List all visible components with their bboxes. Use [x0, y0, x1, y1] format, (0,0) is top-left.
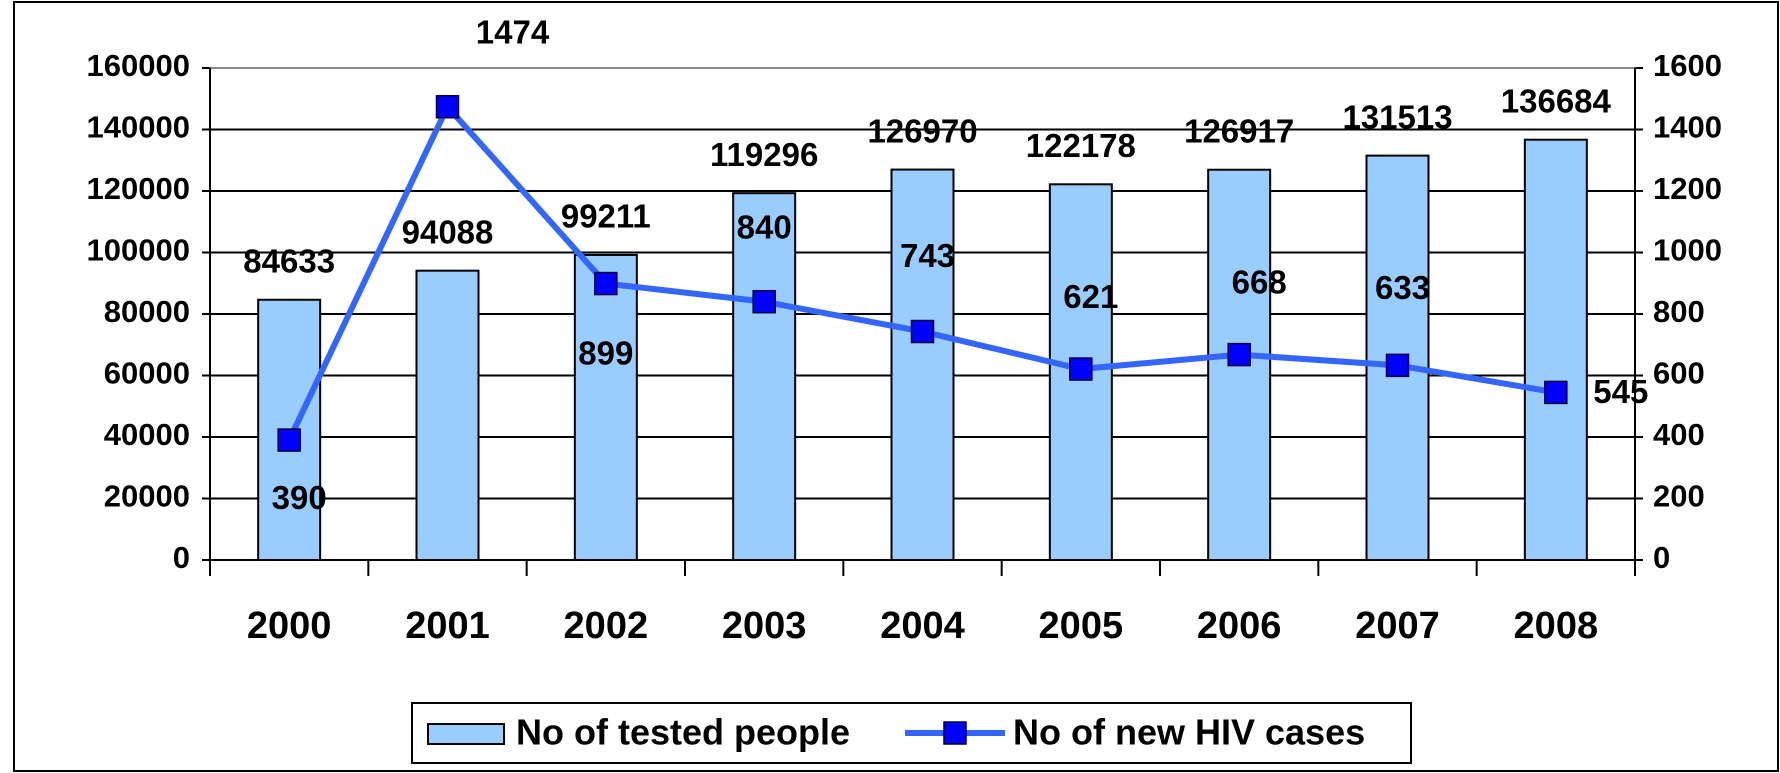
y-tick-label: 160000	[87, 48, 190, 83]
line-marker	[1069, 357, 1093, 381]
bar-value-label: 99211	[561, 198, 651, 235]
y-tick-label: 0	[173, 540, 190, 575]
line-value-label: 840	[737, 208, 792, 245]
bar	[573, 253, 638, 561]
legend-label: No of tested people	[516, 712, 850, 753]
x-tick-label: 2004	[880, 605, 965, 647]
line-value-label: 621	[1063, 278, 1118, 315]
line-marker	[435, 94, 460, 119]
line-value-label: 1474	[476, 13, 550, 50]
bar-value-label: 119296	[710, 136, 818, 173]
y2-tick-label: 1600	[1653, 48, 1722, 83]
line-value-label: 390	[272, 479, 327, 516]
line-value-label: 633	[1375, 269, 1430, 306]
line-marker	[1227, 342, 1251, 367]
bar-value-label: 122178	[1026, 127, 1136, 164]
bar	[890, 168, 955, 561]
y-tick-label: 120000	[87, 171, 190, 206]
line-value-label: 899	[578, 334, 633, 371]
y-tick-label: 80000	[104, 294, 190, 329]
line-value-label: 743	[900, 237, 955, 274]
y-tick-label: 60000	[104, 356, 190, 391]
y2-tick-label: 600	[1653, 356, 1705, 391]
y2-tick-label: 200	[1653, 479, 1705, 514]
x-tick-label: 2005	[1039, 605, 1124, 647]
bar-value-label: 94088	[402, 213, 494, 250]
line-marker	[752, 289, 776, 314]
x-tick-label: 2000	[247, 605, 332, 647]
x-tick-label: 2007	[1355, 605, 1440, 647]
x-tick-label: 2006	[1197, 605, 1282, 647]
bar	[415, 269, 480, 561]
legend-label: No of new HIV cases	[1013, 712, 1365, 753]
line-marker	[910, 319, 935, 344]
x-tick-label: 2002	[564, 605, 649, 647]
y2-tick-label: 0	[1653, 540, 1670, 575]
bar	[732, 192, 797, 561]
x-tick-label: 2008	[1514, 605, 1599, 647]
bar-value-label: 131513	[1342, 98, 1452, 135]
line-marker	[1385, 353, 1410, 378]
bar-value-label: 84633	[243, 242, 335, 279]
bar-value-label: 126917	[1184, 112, 1294, 149]
y-tick-label: 40000	[104, 417, 190, 452]
bar	[1523, 138, 1588, 562]
y2-tick-label: 800	[1653, 294, 1705, 329]
y2-tick-label: 1400	[1653, 110, 1722, 145]
line-marker	[277, 428, 301, 452]
x-tick-label: 2001	[405, 605, 490, 647]
y-tick-label: 100000	[87, 233, 190, 268]
legend-swatch	[427, 723, 505, 745]
y2-tick-label: 1200	[1653, 171, 1722, 206]
y2-tick-label: 1000	[1653, 233, 1722, 268]
line-value-label: 668	[1232, 263, 1287, 300]
y2-tick-label: 400	[1653, 417, 1705, 452]
y-tick-label: 140000	[87, 110, 190, 145]
x-tick-label: 2003	[722, 605, 807, 647]
y-tick-label: 20000	[104, 479, 190, 514]
line-marker	[1544, 380, 1568, 405]
line-value-label: 545	[1593, 373, 1648, 410]
bar-value-label: 136684	[1501, 82, 1612, 119]
legend-marker	[943, 721, 967, 745]
bar-value-label: 126970	[867, 112, 977, 149]
line-marker	[594, 271, 618, 296]
